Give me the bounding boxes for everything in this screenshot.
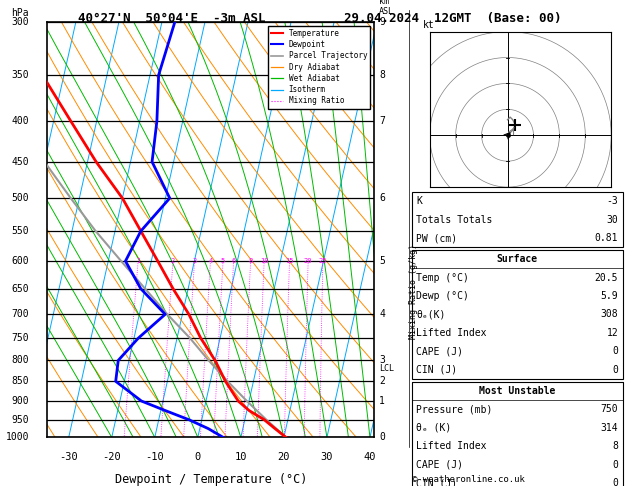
Text: K: K bbox=[416, 196, 422, 206]
Text: 550: 550 bbox=[11, 226, 29, 236]
Text: 25: 25 bbox=[319, 258, 327, 264]
Text: 0: 0 bbox=[613, 347, 618, 356]
Text: 800: 800 bbox=[11, 355, 29, 365]
Text: -30: -30 bbox=[59, 452, 78, 462]
Text: CIN (J): CIN (J) bbox=[416, 365, 457, 375]
Text: CAPE (J): CAPE (J) bbox=[416, 460, 464, 469]
Text: LCL: LCL bbox=[379, 364, 394, 373]
Text: 29.04.2024  12GMT  (Base: 00): 29.04.2024 12GMT (Base: 00) bbox=[344, 12, 562, 25]
Text: 850: 850 bbox=[11, 376, 29, 386]
Text: CIN (J): CIN (J) bbox=[416, 478, 457, 486]
Text: Mixing Ratio (g/kg): Mixing Ratio (g/kg) bbox=[409, 244, 418, 339]
Text: 30: 30 bbox=[606, 215, 618, 225]
Text: 4: 4 bbox=[379, 309, 385, 319]
Text: 8: 8 bbox=[613, 441, 618, 451]
Legend: Temperature, Dewpoint, Parcel Trajectory, Dry Adiabat, Wet Adiabat, Isotherm, Mi: Temperature, Dewpoint, Parcel Trajectory… bbox=[268, 26, 370, 108]
Text: 20.5: 20.5 bbox=[595, 273, 618, 282]
Text: 2: 2 bbox=[379, 376, 385, 386]
Text: 40: 40 bbox=[364, 452, 376, 462]
Text: 5.9: 5.9 bbox=[601, 291, 618, 301]
Text: Dewp (°C): Dewp (°C) bbox=[416, 291, 469, 301]
Text: 10: 10 bbox=[235, 452, 247, 462]
Text: 3: 3 bbox=[379, 355, 385, 365]
Text: 700: 700 bbox=[11, 309, 29, 319]
Text: 450: 450 bbox=[11, 157, 29, 167]
Text: θₑ(K): θₑ(K) bbox=[416, 310, 446, 319]
Text: 950: 950 bbox=[11, 415, 29, 425]
Text: 300: 300 bbox=[11, 17, 29, 27]
Text: 8: 8 bbox=[379, 70, 385, 80]
Text: 15: 15 bbox=[286, 258, 294, 264]
Text: 2: 2 bbox=[171, 258, 175, 264]
Text: 1000: 1000 bbox=[6, 433, 29, 442]
Text: -3: -3 bbox=[606, 196, 618, 206]
Text: 350: 350 bbox=[11, 70, 29, 80]
Text: 5: 5 bbox=[379, 256, 385, 266]
Text: PW (cm): PW (cm) bbox=[416, 233, 457, 243]
Text: 308: 308 bbox=[601, 310, 618, 319]
Text: Pressure (mb): Pressure (mb) bbox=[416, 404, 493, 414]
Text: CAPE (J): CAPE (J) bbox=[416, 347, 464, 356]
Text: 650: 650 bbox=[11, 284, 29, 294]
Text: © weatheronline.co.uk: © weatheronline.co.uk bbox=[412, 474, 525, 484]
Text: 20: 20 bbox=[304, 258, 313, 264]
Text: -20: -20 bbox=[103, 452, 121, 462]
Text: Totals Totals: Totals Totals bbox=[416, 215, 493, 225]
Text: θₑ (K): θₑ (K) bbox=[416, 423, 452, 433]
Text: Dewpoint / Temperature (°C): Dewpoint / Temperature (°C) bbox=[114, 473, 307, 486]
Text: 9: 9 bbox=[379, 17, 385, 27]
Text: 0: 0 bbox=[379, 433, 385, 442]
Text: 500: 500 bbox=[11, 193, 29, 203]
Text: 12: 12 bbox=[606, 328, 618, 338]
Text: Lifted Index: Lifted Index bbox=[416, 441, 487, 451]
Text: Lifted Index: Lifted Index bbox=[416, 328, 487, 338]
Text: Temp (°C): Temp (°C) bbox=[416, 273, 469, 282]
Text: 5: 5 bbox=[221, 258, 225, 264]
Text: 10: 10 bbox=[260, 258, 269, 264]
Text: 1: 1 bbox=[136, 258, 140, 264]
Text: 4: 4 bbox=[208, 258, 213, 264]
Text: 7: 7 bbox=[379, 116, 385, 126]
Text: km
ASL: km ASL bbox=[379, 0, 394, 16]
Text: 0: 0 bbox=[613, 478, 618, 486]
Text: 0: 0 bbox=[195, 452, 201, 462]
Text: 750: 750 bbox=[11, 333, 29, 343]
Text: Most Unstable: Most Unstable bbox=[479, 386, 555, 396]
Text: 400: 400 bbox=[11, 116, 29, 126]
Text: 600: 600 bbox=[11, 256, 29, 266]
Text: kt: kt bbox=[423, 20, 434, 30]
Text: Surface: Surface bbox=[497, 254, 538, 264]
Text: 314: 314 bbox=[601, 423, 618, 433]
Text: 750: 750 bbox=[601, 404, 618, 414]
Text: 8: 8 bbox=[248, 258, 253, 264]
Text: 30: 30 bbox=[321, 452, 333, 462]
Text: 900: 900 bbox=[11, 396, 29, 406]
Text: 6: 6 bbox=[379, 193, 385, 203]
Text: 20: 20 bbox=[277, 452, 290, 462]
Text: -10: -10 bbox=[145, 452, 164, 462]
Text: 0.81: 0.81 bbox=[595, 233, 618, 243]
Text: 3: 3 bbox=[192, 258, 197, 264]
Text: 0: 0 bbox=[613, 460, 618, 469]
Text: 0: 0 bbox=[613, 365, 618, 375]
Text: 40°27'N  50°04'E  -3m ASL: 40°27'N 50°04'E -3m ASL bbox=[78, 12, 265, 25]
Text: hPa: hPa bbox=[11, 8, 29, 17]
Text: 6: 6 bbox=[231, 258, 236, 264]
Text: 1: 1 bbox=[379, 396, 385, 406]
